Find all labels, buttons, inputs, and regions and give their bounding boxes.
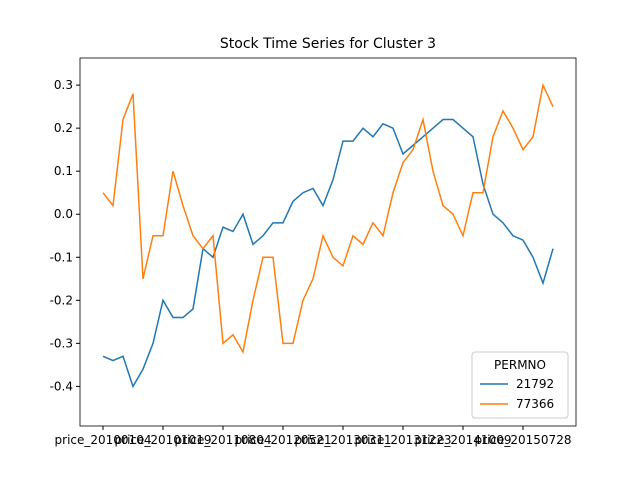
x-tick-label: price_20110804: [175, 433, 272, 447]
y-tick-label: 0.0: [54, 207, 73, 221]
chart-title: Stock Time Series for Cluster 3: [220, 36, 436, 52]
legend-label: 21792: [516, 377, 554, 391]
x-tick-label: price_20101019: [115, 433, 212, 447]
y-tick-label: 0.1: [54, 164, 73, 178]
y-tick-label: -0.3: [50, 336, 73, 350]
y-tick-label: -0.2: [50, 293, 73, 307]
plot-frame: [79, 57, 577, 427]
legend-box: [471, 351, 569, 419]
x-tick-label: price_20120521: [235, 433, 332, 447]
x-tick-label: price_20131223: [355, 433, 452, 447]
x-tick-label: price_20100104: [55, 433, 152, 447]
y-tick-label: 0.3: [54, 78, 73, 92]
y-tick-label: -0.1: [50, 250, 73, 264]
legend-label: 77366: [516, 397, 554, 411]
series-line: [102, 82, 554, 355]
x-tick-label: price_20150728: [475, 433, 572, 447]
legend-title: PERMNO: [494, 358, 546, 372]
series-line: [102, 118, 554, 389]
x-tick-label: price_20141009: [415, 433, 512, 447]
y-tick-label: 0.2: [54, 121, 73, 135]
x-tick-label: price_20130311: [295, 433, 392, 447]
y-tick-label: -0.4: [50, 379, 73, 393]
